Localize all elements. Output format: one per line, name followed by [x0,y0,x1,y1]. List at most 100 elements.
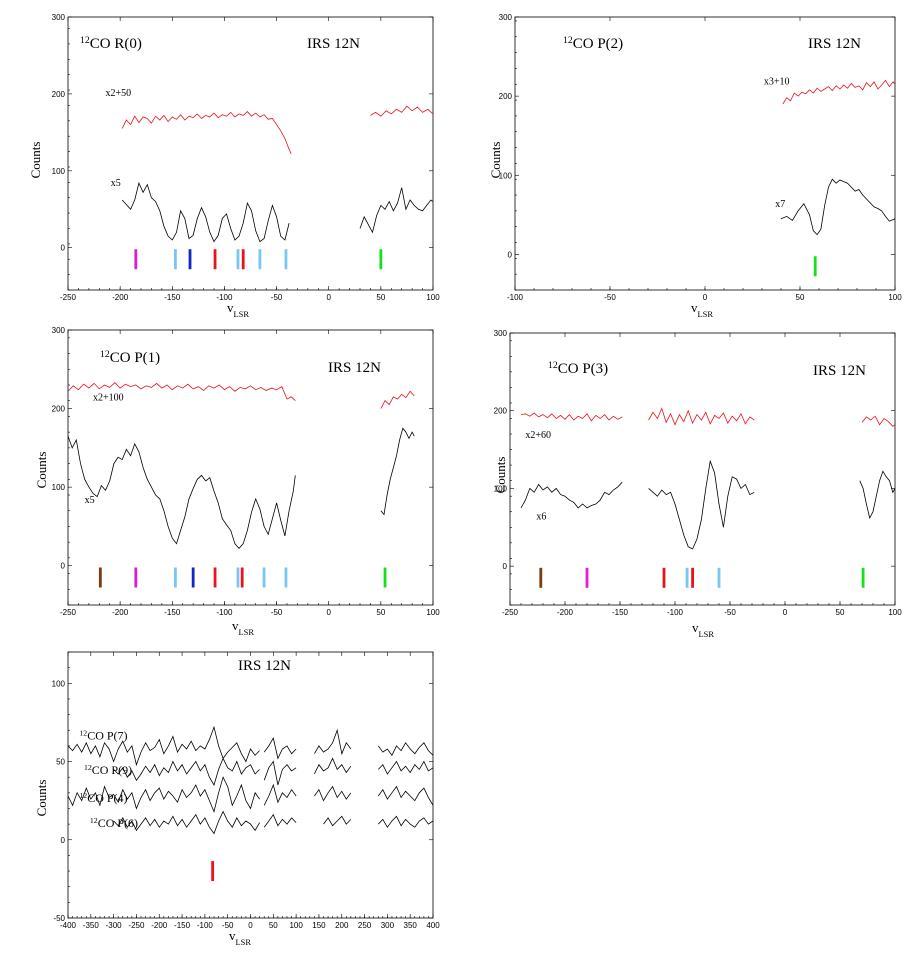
series-line-p5-1-2 [314,757,352,775]
x-tick-label: -250 [502,608,519,617]
x-tick-label: -100 [216,293,233,302]
series-label: 12CO P(7) [79,728,127,743]
series-line-p5-1-0 [113,757,260,786]
x-tick-label: -250 [128,921,145,930]
x-axis-title: vLSR [232,618,254,637]
x-tick-label: -200 [151,921,168,930]
x-axis-title: vLSR [227,300,249,319]
series-line-p4-1-2 [859,470,895,520]
x-tick-label: 50 [836,608,845,617]
series-line-p3-0-0 [68,382,296,401]
x-tick-label: -100 [216,608,233,617]
y-tick-label: 100 [52,167,66,176]
y-tick-label: 100 [494,484,508,493]
y-tick-label: 0 [61,836,66,845]
x-tick-label: -150 [612,608,629,617]
series-line-p5-3-0 [113,810,260,835]
x-tick-label: 400 [426,921,440,930]
x-tick-label: -100 [197,921,214,930]
x-tick-label: -100 [507,293,524,302]
x-tick-label: 50 [376,608,385,617]
y-tick-label: 100 [52,483,66,492]
panel-source-label: IRS 12N [307,36,360,52]
plot-frame [509,332,896,606]
series-label: x7 [775,199,785,210]
series-line-p3-0-1 [380,390,415,409]
panel-source-label: IRS 12N [328,360,381,376]
x-tick-label: 150 [312,921,326,930]
x-tick-label: 50 [796,293,805,302]
panel-title: 12CO P(2) [563,35,623,53]
y-axis-title: Counts [34,780,49,817]
series-label: 12CO P(6) [90,816,138,831]
x-tick-label: -200 [112,293,129,302]
series-label: x2+100 [93,393,124,404]
series-line-p5-0-2 [314,728,352,756]
series-line-p4-0-1 [648,407,755,426]
series-line-p1-0-1 [370,105,433,117]
y-tick-label: 50 [56,758,65,767]
x-tick-label: 0 [248,921,253,930]
y-tick-label: 300 [499,13,513,22]
x-axis-title: vLSR [691,300,713,319]
series-label: x5 [85,495,95,506]
series-label: 12CO P(9) [84,763,132,778]
x-tick-label: -50 [271,608,283,617]
x-tick-label: 50 [376,293,385,302]
panel-title: 12CO R(0) [80,35,142,53]
series-line-p2-0-0 [782,79,895,105]
x-tick-label: -250 [60,293,77,302]
x-tick-label: 100 [289,921,303,930]
panel-source-label: IRS 12N [238,658,291,674]
x-axis-title: vLSR [229,928,251,947]
series-line-p4-0-0 [520,412,623,422]
series-line-p1-0-0 [121,111,292,155]
x-tick-label: -150 [174,921,191,930]
series-line-p1-1-0 [121,181,290,243]
series-line-p5-1-1 [263,760,297,786]
x-tick-label: -350 [83,921,100,930]
series-line-p5-2-0 [68,776,260,813]
x-tick-label: -50 [271,293,283,302]
y-tick-label: 200 [52,405,66,414]
series-line-p5-2-1 [263,783,297,806]
chart-panel-p2: -100 -50 0 50 100 0 100 200 300 Counts vLSR 12CO P(… [488,13,902,319]
y-tick-label: 0 [61,562,66,571]
y-tick-label: -50 [53,914,65,923]
series-label: x2+60 [525,430,551,441]
x-tick-label: -50 [222,921,234,930]
x-axis-title: vLSR [692,620,714,639]
series-line-p4-1-0 [520,481,623,509]
x-tick-label: -150 [164,608,181,617]
panel-title: 12CO P(3) [548,360,608,378]
y-tick-label: 300 [52,13,66,22]
y-axis-title: Counts [28,142,43,179]
x-tick-label: 0 [703,293,708,302]
x-tick-label: 100 [426,293,440,302]
plot-frame [514,16,896,291]
x-tick-label: 0 [783,608,788,617]
x-tick-label: 0 [326,293,331,302]
chart-panel-p5: -400 -350 -300 -250 -200 -150 -100 -50 0 50 100 150… [34,651,440,947]
chart-panel-p4: -250 -200 -150 -100 -50 0 50 100 0 100 200 300 Count… [493,329,902,639]
x-tick-label: -250 [60,608,77,617]
series-line-p5-1-3 [378,760,433,775]
x-tick-label: 350 [404,921,418,930]
y-tick-label: 300 [52,326,66,335]
x-tick-label: 0 [326,608,331,617]
series-line-p5-2-3 [377,785,433,806]
panel-source-label: IRS 12N [808,36,861,52]
chart-panel-p3: -250 -200 -150 -100 -50 0 50 100 0 100 200 300 Count… [34,326,440,637]
x-tick-label: 50 [269,921,278,930]
y-tick-label: 0 [508,250,513,259]
x-tick-label: 300 [381,921,395,930]
plot-frame [67,329,434,606]
y-tick-label: 100 [499,171,513,180]
y-tick-label: 0 [61,244,66,253]
series-label: x3+10 [764,76,790,87]
plot-frame [67,16,434,291]
x-tick-label: 200 [335,921,349,930]
chart-panel-p1: -250 -200 -150 -100 -50 0 50 100 0 100 200 300 Count… [28,13,440,319]
x-tick-label: -200 [112,608,129,617]
